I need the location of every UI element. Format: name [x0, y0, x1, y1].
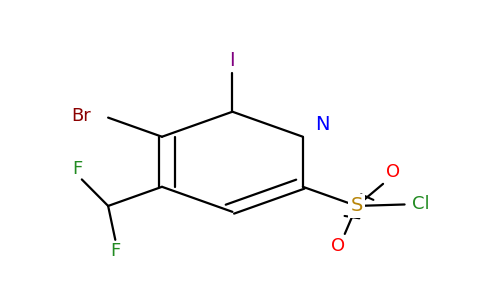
- Text: Br: Br: [72, 107, 91, 125]
- Text: O: O: [331, 237, 345, 255]
- Text: N: N: [315, 115, 329, 134]
- Text: O: O: [386, 163, 400, 181]
- Text: I: I: [229, 51, 235, 70]
- Text: F: F: [72, 160, 82, 178]
- Text: Cl: Cl: [412, 196, 429, 214]
- Text: F: F: [110, 242, 121, 260]
- Text: S: S: [350, 196, 363, 215]
